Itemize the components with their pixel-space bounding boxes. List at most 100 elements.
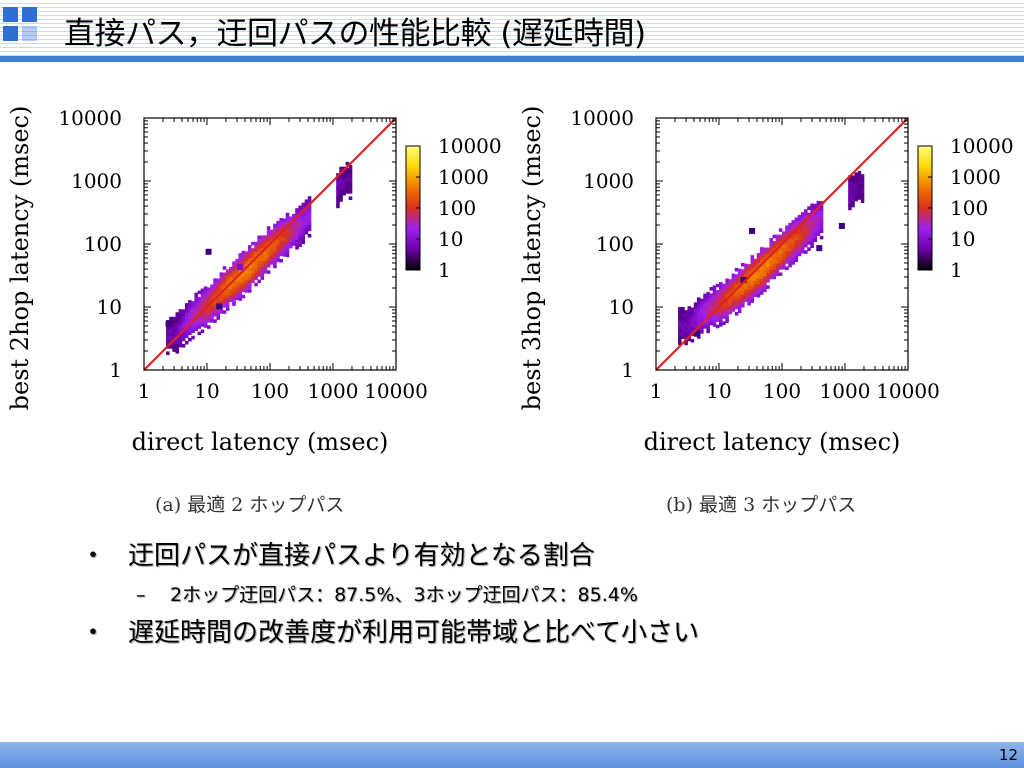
heatmap-cell [778,237,783,242]
heatmap-cell [235,287,239,291]
bullet-mark: ・ [80,618,107,648]
heatmap-cell [719,310,723,315]
heatmap-cell [263,263,268,268]
heatmap-cell [241,266,246,271]
heatmap-cell [810,219,814,223]
heatmap-cell [750,264,755,269]
heatmap-cell [184,318,189,323]
heatmap-cell [266,229,271,233]
heatmap-cell [194,299,198,303]
heatmap-cell [719,316,723,321]
heatmap-cell [813,232,818,236]
heatmap-cell [273,229,277,234]
heatmap-cell [709,299,714,304]
heatmap-cell [706,326,710,331]
heatmap-cell [169,332,173,337]
heatmap-cell [260,238,265,243]
heatmap-cell [728,291,732,296]
heatmap-cell [210,284,214,289]
heatmap-cell [210,297,214,301]
heatmap-cell [169,329,173,333]
title-bar [0,0,1024,62]
heatmap-cell [719,288,723,292]
x-tick-label: 100 [763,379,801,403]
heatmap-cell [816,204,821,208]
x-axis-label: direct latency (msec) [132,428,389,456]
heatmap-cell [301,205,306,210]
heatmap-cell [178,309,183,313]
heatmap-cell [696,319,701,323]
heatmap-cell [741,294,745,299]
heatmap-cell [285,244,290,248]
heatmap-cell [222,275,227,280]
heatmap-cell [804,209,808,213]
heatmap-cell [747,279,751,284]
heatmap-cell [235,268,239,272]
heatmap-cell [219,275,224,280]
heatmap-cell [759,288,764,292]
heatmap-cell [756,268,761,273]
heatmap-cell [750,274,755,278]
colorbar-tick-label: 100 [438,196,476,220]
heatmap-cell [737,306,742,310]
heatmap-cell [181,321,186,326]
heatmap-cell [181,343,186,348]
heatmap-cell [722,311,726,316]
heatmap-cell [263,254,268,258]
heatmap-cell [766,250,770,255]
heatmap-cell [210,293,214,298]
heatmap-cell [766,247,770,252]
heatmap-cell [687,331,692,335]
logo-square-1 [3,7,18,22]
heatmap-cell [816,226,821,230]
heatmap-cell [857,193,862,197]
heatmap-cell [731,292,736,297]
heatmap-cell [270,232,274,237]
heatmap-cell [690,316,695,321]
heatmap-cell [712,304,717,308]
heatmap-cell [769,260,773,264]
heatmap-cell [216,297,220,301]
heatmap-cell [785,244,789,249]
heatmap-cell [232,299,236,303]
heatmap-cell [254,270,258,274]
heatmap-cell [292,239,296,243]
heatmap-cell [741,285,745,289]
heatmap-cell [756,278,761,282]
heatmap-cell [756,287,761,292]
heatmap-cell [285,250,290,255]
heatmap-cell [166,329,170,333]
heatmap-cell [241,253,246,258]
heatmap-cell [763,285,767,289]
heatmap-cell [744,285,748,290]
heatmap-cell [778,272,783,276]
heatmap-cell [266,226,271,230]
heatmap-cell [298,233,302,238]
heatmap-cell [232,292,236,297]
heatmap-cell [741,288,745,292]
y-axis-label: best 2hop latency (msec) [6,106,34,411]
heatmap-cell [222,272,227,277]
heatmap-cell [744,295,748,299]
heatmap-cell [342,188,346,193]
heatmap-cell [166,341,170,346]
heatmap-cell [194,295,198,300]
heatmap-cell [232,264,236,269]
heatmap-cell [172,348,176,352]
heatmap-cell [750,286,755,291]
heatmap-cell [273,258,277,262]
heatmap-cell [794,258,799,263]
heatmap-cell [744,292,748,296]
heatmap-cell [782,266,786,270]
heatmap-cell [854,191,858,196]
heatmap-cell [191,304,195,308]
heatmap-cell [181,325,186,329]
heatmap-cell [251,276,255,281]
heatmap-cell [797,227,802,232]
heatmap-cell [709,305,714,310]
heatmap-cell [285,215,290,220]
heatmap-cell [715,324,720,329]
heatmap-cell [191,310,195,315]
bullet-mark: ・ [80,541,107,571]
